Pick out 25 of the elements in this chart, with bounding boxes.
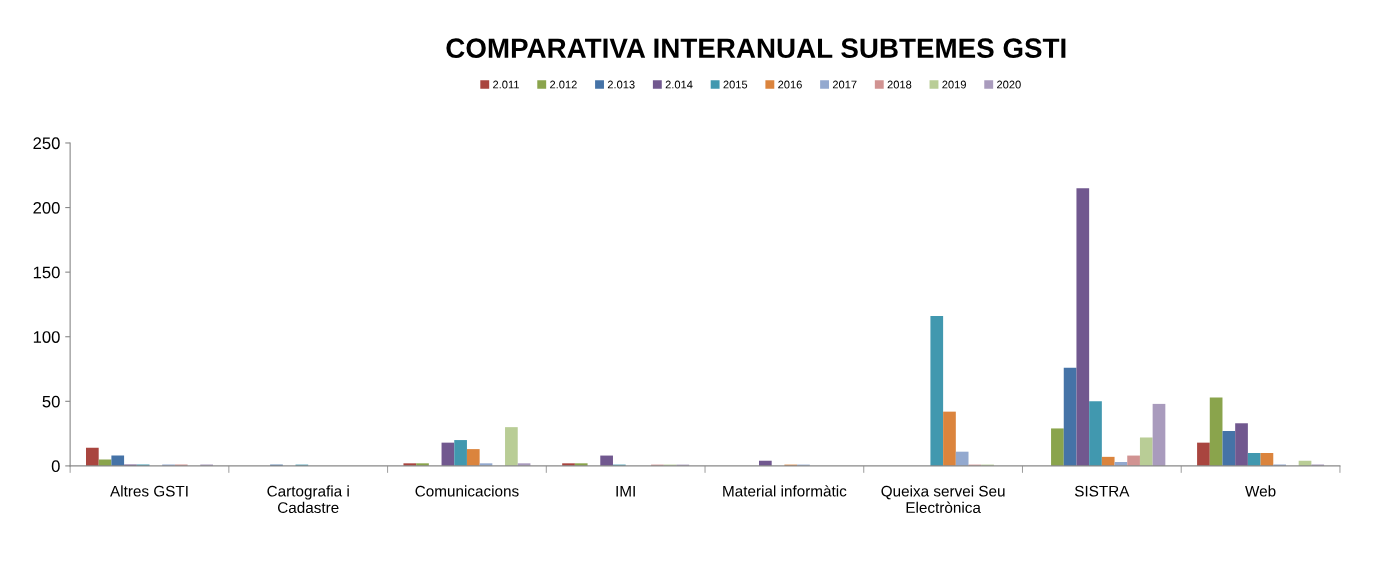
legend-label: 2015 <box>723 80 748 89</box>
y-tick-label: 200 <box>33 201 60 214</box>
legend-label: 2017 <box>832 80 857 89</box>
y-tick-label: 0 <box>51 460 60 473</box>
y-tick-label: 150 <box>33 266 60 279</box>
legend-label: 2016 <box>778 80 802 89</box>
legend-label: 2.013 <box>607 80 635 89</box>
y-tick-label: 250 <box>33 137 60 150</box>
chart-title: COMPARATIVA INTERANUAL SUBTEMES GSTI <box>446 38 1066 59</box>
x-tick-label: IMI <box>616 485 635 497</box>
x-tick-label: SISTRA <box>1074 485 1130 497</box>
x-tick-label: Web <box>1245 485 1276 497</box>
x-tick-label: Comunicacions <box>415 485 519 497</box>
legend-label: 2020 <box>997 80 1021 89</box>
y-tick-label: 100 <box>33 331 60 343</box>
legend-label: 2018 <box>887 80 912 89</box>
x-tick-label: Material informàtic <box>723 485 847 497</box>
x-tick-label: Queixa servei Seu Electrònica <box>881 485 1005 514</box>
legend-label: 2019 <box>942 80 966 89</box>
legend-label: 2.012 <box>550 80 577 89</box>
x-tick-label: Altres GSTI <box>110 485 188 497</box>
legend-label: 2.014 <box>665 80 693 89</box>
y-tick-label: 50 <box>42 395 60 408</box>
x-tick-label: Cartografia i Cadastre <box>267 485 349 514</box>
legend-label: 2.011 <box>493 80 519 89</box>
